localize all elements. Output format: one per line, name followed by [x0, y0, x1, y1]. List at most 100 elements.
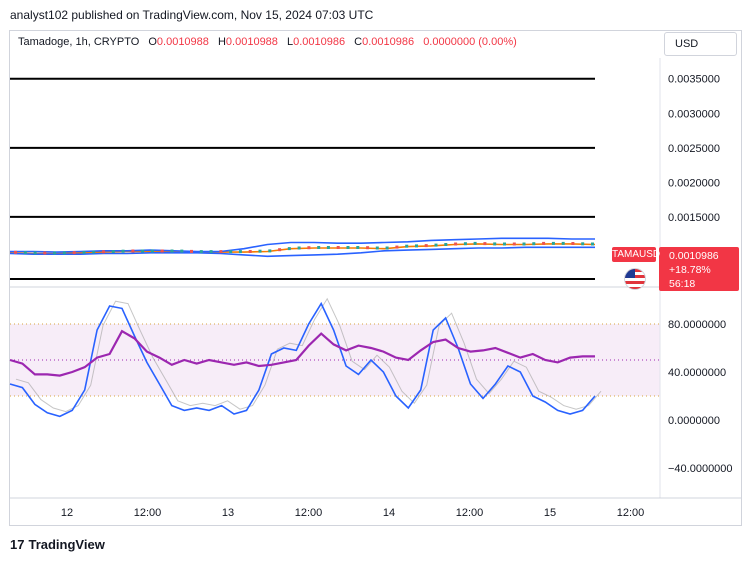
price-candle — [43, 251, 47, 255]
price-moving-average-line — [9, 243, 596, 255]
price-tag-symbol: TAMAUSD — [612, 247, 661, 262]
price-candle — [346, 246, 350, 249]
oscillator-tick-label: 0.0000000 — [668, 415, 720, 427]
price-candle — [581, 242, 585, 246]
price-candle — [229, 250, 233, 254]
symbol-name: Tamadoge, 1h, CRYPTO — [18, 36, 140, 48]
price-candle — [571, 242, 575, 245]
price-candle — [180, 249, 184, 253]
tradingview-logo[interactable]: 17 TradingView — [10, 537, 105, 552]
open-label: O — [148, 36, 157, 48]
tradingview-mark-icon: 17 — [10, 537, 25, 552]
price-candle — [395, 245, 399, 249]
price-candle — [278, 248, 282, 252]
time-tick-label: 14 — [383, 507, 395, 519]
price-candle — [591, 242, 594, 246]
price-candle — [102, 250, 105, 254]
price-candle — [366, 246, 370, 250]
price-candle — [62, 251, 66, 255]
price-candle — [317, 246, 321, 249]
price-tick-label: 0.0020000 — [668, 177, 720, 189]
price-candle — [561, 241, 565, 245]
price-candle — [307, 246, 311, 250]
price-candle — [375, 246, 379, 250]
price-candle — [33, 251, 37, 255]
oscillator-pane — [9, 297, 660, 418]
price-candle — [190, 249, 193, 253]
price-candle — [150, 249, 154, 253]
currency-button[interactable]: USD — [664, 32, 737, 56]
price-pane — [9, 77, 596, 280]
price-candle — [209, 250, 213, 254]
high-label: H — [217, 36, 226, 48]
oscillator-tick-label: 80.0000000 — [668, 319, 726, 331]
price-candle — [53, 251, 57, 255]
price-candle — [248, 250, 252, 253]
price-candle — [473, 241, 477, 245]
price-candle — [444, 243, 448, 246]
price-candle — [405, 244, 409, 248]
price-candle — [82, 250, 86, 254]
price-candle — [238, 250, 242, 254]
price-candle — [72, 251, 76, 255]
price-candle — [463, 242, 467, 246]
time-tick-label: 13 — [222, 507, 234, 519]
price-candle — [297, 246, 301, 250]
price-candle — [336, 246, 340, 249]
us-flag-icon — [624, 268, 646, 290]
time-tick-label: 12:00 — [134, 507, 162, 519]
price-candle — [326, 246, 330, 249]
stochastic-k-line — [9, 301, 596, 418]
price-tag-countdown: 56:18 — [669, 278, 696, 290]
axes: 0.0035000 0.0030000 0.0025000 0.0020000 0.00… — [10, 58, 741, 519]
price-candle — [111, 250, 115, 253]
price-candle — [454, 242, 458, 246]
publisher-caption: analyst102 published on TradingView.com,… — [10, 8, 374, 22]
price-candle — [141, 249, 145, 253]
price-candle — [287, 247, 291, 251]
time-tick-label: 15 — [544, 507, 556, 519]
price-candle — [522, 242, 526, 246]
price-candle — [512, 242, 516, 246]
price-candle — [131, 249, 135, 253]
high-value: 0.0010988 — [225, 36, 278, 48]
time-tick-label: 12:00 — [456, 507, 484, 519]
price-tag-price: 0.0010986 — [669, 250, 719, 262]
oscillator-tick-label: 40.0000000 — [668, 367, 726, 379]
close-value: 0.0010986 — [362, 36, 415, 48]
time-tick-label: 12:00 — [295, 507, 323, 519]
chart-frame — [9, 30, 742, 526]
bollinger-lower-line — [9, 246, 595, 258]
price-candle — [415, 244, 418, 248]
price-tag-change: +18.78% — [669, 264, 711, 276]
price-tick-label: 0.0030000 — [668, 108, 720, 120]
low-label: L — [286, 36, 294, 48]
stochastic-d-line — [15, 297, 602, 413]
price-tick-label: 0.0035000 — [668, 74, 720, 86]
price-candle — [551, 241, 555, 245]
close-label: C — [354, 36, 363, 48]
price-candle — [160, 249, 164, 253]
low-value: 0.0010986 — [293, 36, 346, 48]
price-tick-label: 0.0015000 — [668, 212, 720, 224]
price-candle — [170, 249, 174, 253]
price-candle — [14, 250, 17, 254]
price-tick-label: 0.0025000 — [668, 143, 720, 155]
symbol-header: Tamadoge, 1h, CRYPTO O 0.0010988 H 0.00109… — [18, 36, 517, 48]
time-tick-label: 12:00 — [617, 507, 645, 519]
oscillator-tick-label: −40.0000000 — [668, 463, 733, 475]
price-candle — [483, 242, 487, 246]
price-tag: TAMAUSD 0.0010986 +18.78% 56:18 — [612, 247, 739, 291]
time-tick-label: 12 — [61, 507, 73, 519]
price-candle — [219, 250, 223, 254]
price-candle — [199, 250, 203, 254]
price-candle — [268, 249, 272, 253]
price-candle — [258, 249, 262, 253]
price-candle — [121, 249, 125, 253]
price-candle — [385, 246, 389, 250]
price-candle — [23, 251, 27, 255]
price-candle — [424, 244, 428, 248]
price-candle — [503, 242, 506, 246]
price-candle — [542, 241, 546, 245]
